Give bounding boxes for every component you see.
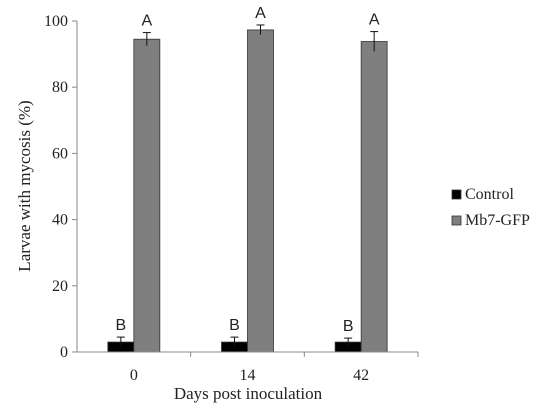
significance-label: A xyxy=(369,12,380,29)
x-tick-label: 0 xyxy=(130,367,138,384)
legend: Control Mb7-GFP xyxy=(451,186,530,229)
y-tick-label: 60 xyxy=(52,145,68,162)
error-bar xyxy=(344,337,353,347)
legend-swatch xyxy=(451,215,462,226)
plot-area: B A B A B A xyxy=(107,5,388,353)
significance-label: B xyxy=(115,317,126,334)
x-tick-label: 42 xyxy=(353,367,369,384)
y-tick-label: 80 xyxy=(52,79,68,96)
bar-mb7-gfp xyxy=(360,41,388,353)
y-tick-label: 0 xyxy=(60,344,68,361)
x-axis-title: Days post inoculation xyxy=(174,384,323,403)
error-bar xyxy=(116,336,125,348)
legend-label: Control xyxy=(465,186,514,203)
error-bar xyxy=(142,32,151,46)
error-bar xyxy=(256,24,265,35)
x-tick-label: 14 xyxy=(240,367,256,384)
y-tick-label: 40 xyxy=(52,212,68,229)
axes xyxy=(76,21,418,353)
error-bar xyxy=(370,31,379,52)
y-tick-label: 100 xyxy=(44,13,68,30)
error-bar xyxy=(230,336,239,348)
y-tick-label: 20 xyxy=(52,278,68,295)
bar-mb7-gfp xyxy=(247,29,274,353)
x-ticks: 0 14 42 xyxy=(130,352,419,384)
significance-label: A xyxy=(141,13,152,30)
significance-label: A xyxy=(255,5,266,22)
bar-mb7-gfp xyxy=(133,38,161,353)
significance-label: B xyxy=(229,317,240,334)
y-axis-title: Larvae with mycosis (%) xyxy=(15,100,34,271)
y-ticks: 0 20 40 60 80 100 xyxy=(44,13,77,361)
legend-label: Mb7-GFP xyxy=(465,212,530,229)
legend-swatch xyxy=(451,189,462,200)
significance-label: B xyxy=(343,318,354,335)
